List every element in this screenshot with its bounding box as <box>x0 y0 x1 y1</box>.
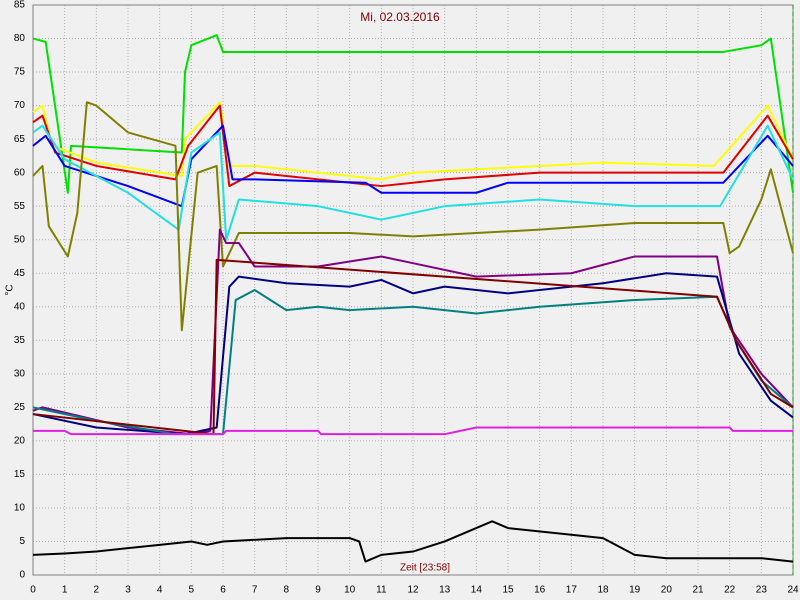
plot-frame <box>32 4 794 576</box>
x-tick-label: 6 <box>220 585 226 596</box>
y-tick-label: 20 <box>14 436 26 447</box>
x-tick-label: 22 <box>724 585 736 596</box>
x-tick-label: 15 <box>502 585 514 596</box>
x-tick-label: 14 <box>471 585 483 596</box>
y-tick-label: 25 <box>14 402 26 413</box>
x-tick-label: 24 <box>787 585 799 596</box>
x-tick-label: 1 <box>62 585 68 596</box>
x-tick-label: 23 <box>756 585 768 596</box>
y-tick-label: 85 <box>14 0 26 11</box>
line <box>32 124 794 241</box>
line <box>32 104 794 188</box>
x-tick-label: 21 <box>692 585 704 596</box>
y-tick-label: 60 <box>14 167 26 178</box>
x-tick-label: 3 <box>125 585 131 596</box>
line <box>33 426 793 436</box>
y-tick-label: 75 <box>14 67 26 78</box>
x-tick-label: 17 <box>566 585 578 596</box>
x-tick-label: 0 <box>30 585 36 596</box>
y-tick-label: 55 <box>14 201 26 212</box>
x-tick-label: 13 <box>439 585 451 596</box>
x-tick-label: 19 <box>629 585 641 596</box>
line <box>32 34 794 194</box>
x-tick-label: 18 <box>597 585 609 596</box>
y-tick-label: 40 <box>14 301 26 312</box>
x-tick-label: 7 <box>252 585 258 596</box>
y-tick-label: 45 <box>14 268 26 279</box>
x-tick-label: 20 <box>661 585 673 596</box>
y-tick-label: 80 <box>14 33 26 44</box>
x-tick-label: 12 <box>407 585 419 596</box>
line <box>32 272 794 436</box>
line <box>32 520 794 563</box>
y-tick-label: 35 <box>14 335 26 346</box>
x-tick-label: 2 <box>94 585 100 596</box>
x-tick-label: 4 <box>157 585 163 596</box>
x-tick-label: 5 <box>189 585 195 596</box>
y-tick-label: 15 <box>14 469 26 480</box>
y-tick-label: 5 <box>19 536 25 547</box>
y-tick-label: 10 <box>14 503 26 514</box>
chart-title: Mi, 02.03.2016 <box>360 10 440 24</box>
y-tick-label: 50 <box>14 234 26 245</box>
y-tick-label: 30 <box>14 368 26 379</box>
x-tick-label: 11 <box>376 585 387 596</box>
x-axis-label: Zeit [23:58] <box>400 563 450 574</box>
y-tick-label: 0 <box>19 570 25 581</box>
y-axis-label: °C <box>5 284 16 295</box>
line <box>32 101 794 332</box>
x-tick-label: 16 <box>534 585 546 596</box>
y-tick-label: 65 <box>14 134 26 145</box>
x-tick-label: 8 <box>284 585 290 596</box>
y-tick-label: 70 <box>14 100 26 111</box>
line <box>32 101 794 181</box>
x-tick-label: 9 <box>315 585 321 596</box>
x-tick-label: 10 <box>344 585 356 596</box>
